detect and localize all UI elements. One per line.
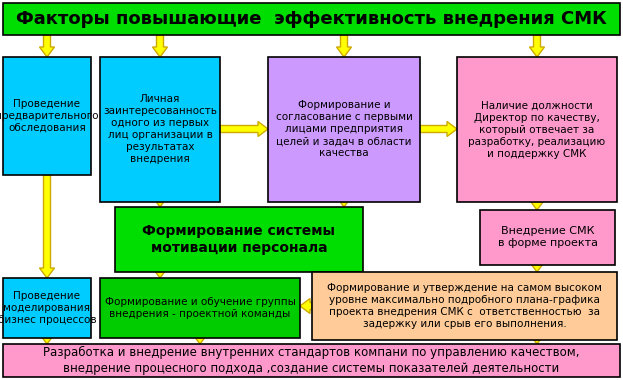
FancyBboxPatch shape [3,3,620,35]
Text: Наличие должности
Директор по качеству,
который отвечает за
разработку, реализац: Наличие должности Директор по качеству, … [468,100,606,158]
FancyArrow shape [193,334,207,344]
FancyArrow shape [530,262,545,272]
FancyArrow shape [326,268,341,278]
FancyBboxPatch shape [3,344,620,377]
Text: Проведение
предварительного
обследования: Проведение предварительного обследования [0,99,99,133]
FancyArrow shape [153,35,168,57]
Text: Внедрение СМК
в форме проекта: Внедрение СМК в форме проекта [498,226,597,249]
FancyBboxPatch shape [480,210,615,265]
FancyBboxPatch shape [457,57,617,202]
FancyArrow shape [336,197,351,207]
Text: Формирование и утверждение на самом высоком
уровне максимально подробного плана-: Формирование и утверждение на самом высо… [327,283,602,329]
Text: Факторы повышающие  эффективность внедрения СМК: Факторы повышающие эффективность внедрен… [16,10,607,28]
FancyBboxPatch shape [100,57,220,202]
FancyArrow shape [39,334,54,344]
FancyArrow shape [336,35,351,57]
FancyArrow shape [153,197,168,207]
FancyArrow shape [530,334,545,344]
FancyArrow shape [300,299,312,314]
FancyBboxPatch shape [312,272,617,340]
FancyBboxPatch shape [268,57,420,202]
Text: Проведение
моделирования
бизнес процессов: Проведение моделирования бизнес процессо… [0,291,97,325]
FancyArrow shape [420,122,457,136]
FancyBboxPatch shape [115,207,363,272]
FancyArrow shape [39,35,54,57]
FancyArrow shape [220,122,268,136]
FancyArrow shape [39,175,54,278]
FancyArrow shape [530,35,545,57]
FancyArrow shape [153,268,168,278]
Text: Личная
заинтересованность
одного из первых
лиц организации в
результатах
внедрен: Личная заинтересованность одного из перв… [103,95,217,165]
FancyBboxPatch shape [100,278,300,338]
FancyArrow shape [530,200,545,210]
FancyBboxPatch shape [3,278,91,338]
Text: Формирование системы
мотивации персонала: Формирование системы мотивации персонала [143,224,336,255]
Text: Формирование и обучение группы
внедрения - проектной команды: Формирование и обучение группы внедрения… [105,297,295,319]
Text: Формирование и
согласование с первыми
лицами предприятия
целей и задач в области: Формирование и согласование с первыми ли… [275,100,412,158]
Text: Разработка и внедрение внутренних стандартов компани по управлению качеством,
вн: Разработка и внедрение внутренних станда… [43,346,580,375]
FancyBboxPatch shape [3,57,91,175]
